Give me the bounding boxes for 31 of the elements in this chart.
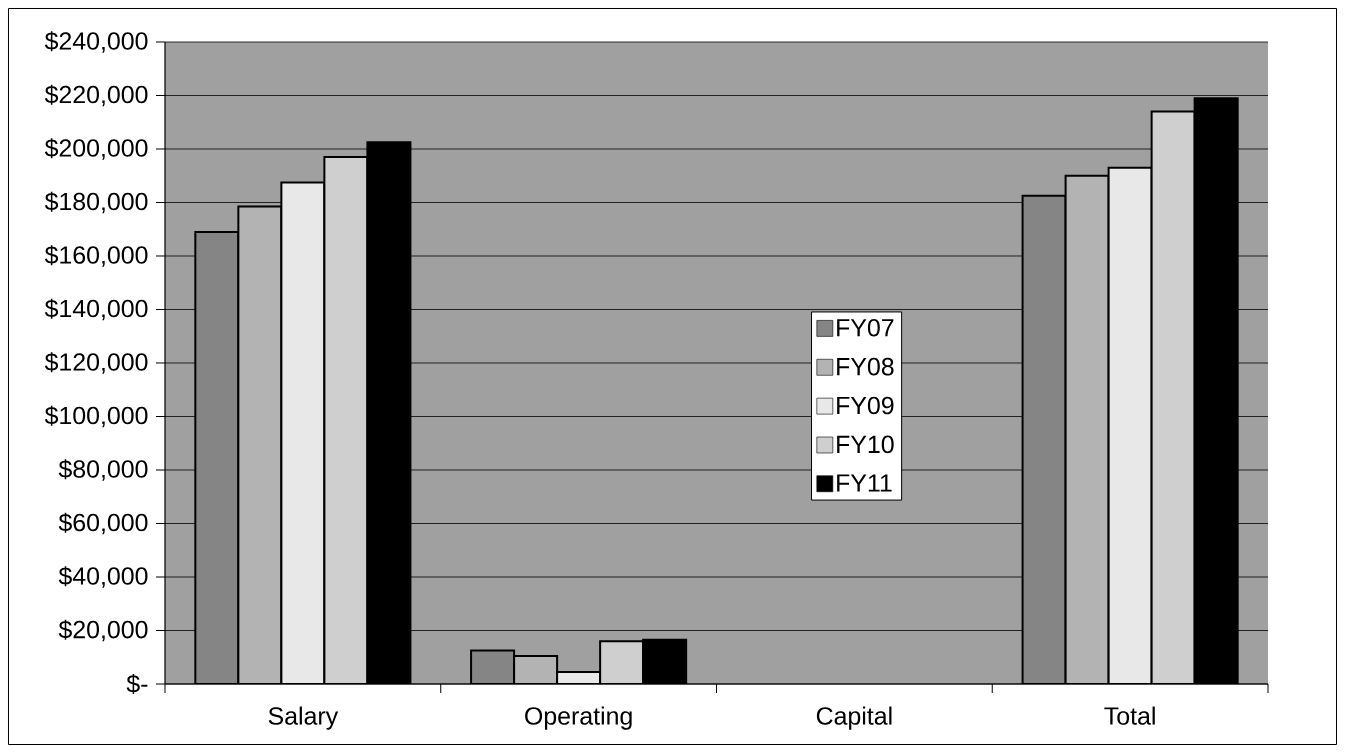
y-tick-label: $180,000 [44, 191, 148, 214]
x-tick-label: Operating [525, 706, 632, 730]
x-tick-label: Salary [268, 706, 339, 730]
bar [194, 230, 240, 684]
y-tick-label: $240,000 [44, 31, 148, 53]
y-tick-label: $200,000 [44, 138, 148, 160]
y-tick-label: $140,000 [44, 298, 148, 321]
y-tick-label: $120,000 [44, 352, 148, 374]
x-tick-label: Total [1104, 706, 1155, 725]
y-tick-label: $60,000 [58, 512, 148, 535]
y-tick-label: $- [126, 673, 148, 695]
legend-label: FY11 [837, 474, 892, 492]
x-tick-label: Capital [816, 706, 892, 730]
legend-label: FY07 [837, 318, 894, 337]
y-tick-label: $40,000 [58, 566, 148, 588]
bar [599, 640, 645, 684]
bar [280, 181, 326, 684]
bar [1150, 110, 1196, 684]
bar [1021, 194, 1067, 684]
y-tick-label: $160,000 [44, 245, 148, 267]
bar [323, 156, 369, 684]
legend-label: FY10 [837, 435, 894, 454]
bar [1064, 174, 1110, 684]
bar [237, 205, 283, 684]
y-tick-label: $220,000 [44, 84, 148, 107]
y-tick-label: $20,000 [58, 619, 148, 642]
y-tick-label: $80,000 [58, 459, 148, 481]
legend-label: FY08 [837, 357, 894, 376]
y-tick-label: $100,000 [44, 405, 148, 428]
legend-label: FY09 [837, 396, 894, 415]
bar [1107, 166, 1153, 684]
